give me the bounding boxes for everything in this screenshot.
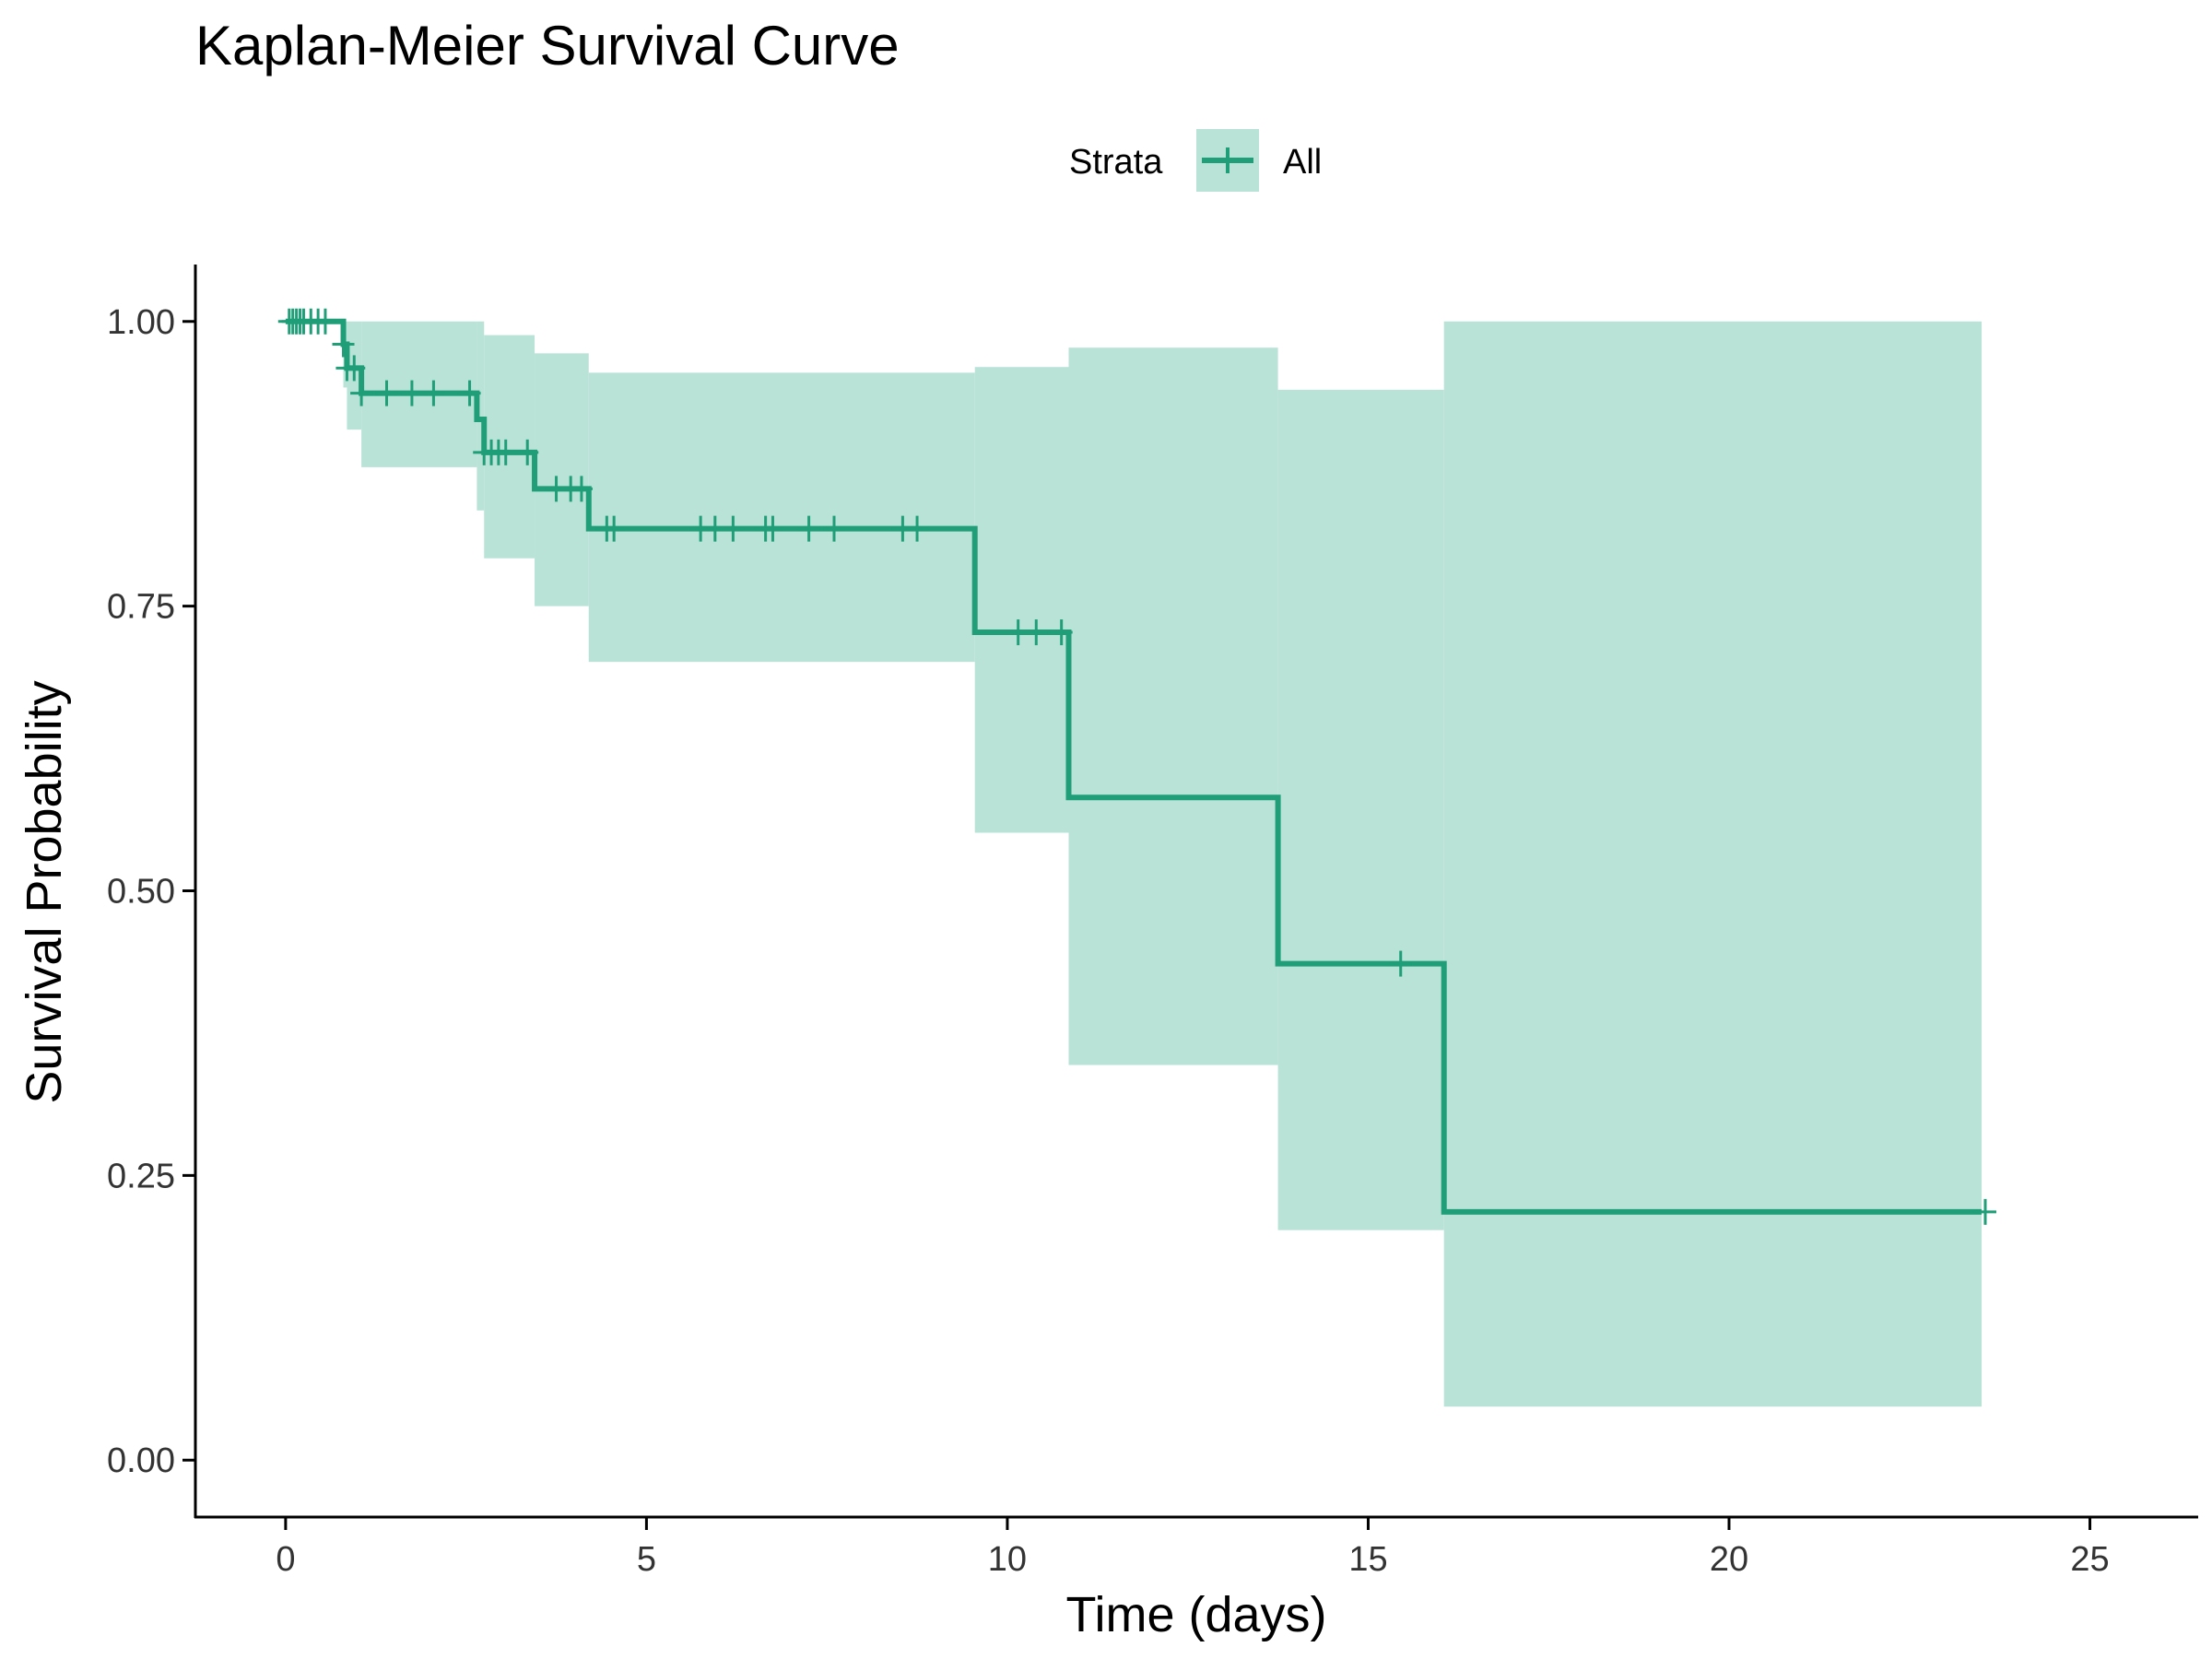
x-tick-label: 25 [2070, 1540, 2109, 1579]
confidence-band-segment [588, 372, 975, 663]
x-tick-label: 0 [276, 1540, 295, 1579]
censor-mark [400, 380, 423, 406]
censor-mark [797, 515, 820, 542]
censor-mark [823, 515, 846, 542]
x-axis: 0 5 10 15 20 25 [194, 1515, 2198, 1579]
confidence-band-segment [535, 353, 589, 606]
censor-mark [494, 439, 517, 465]
x-tick-label: 20 [1710, 1540, 1748, 1579]
confidence-band-segment [974, 367, 1069, 833]
censor-mark [1973, 1198, 1996, 1225]
censor-mark [722, 515, 745, 542]
x-tick-label: 15 [1348, 1540, 1387, 1579]
legend-title: Strata [1069, 143, 1163, 182]
x-tick-label: 10 [988, 1540, 1027, 1579]
confidence-band-segment [1443, 321, 1983, 1407]
confidence-band [343, 321, 1983, 1407]
censor-mark [422, 380, 445, 406]
censor-mark [458, 380, 481, 406]
legend: Strata All [1069, 129, 1322, 192]
x-axis-title: Time (days) [1065, 1587, 1326, 1642]
confidence-band-segment [477, 321, 485, 511]
censor-mark [603, 515, 626, 542]
censor-mark [350, 380, 373, 406]
censor-mark [1025, 619, 1048, 646]
censor-mark [375, 380, 398, 406]
confidence-band-segment [1068, 347, 1278, 1065]
censor-mark [570, 476, 593, 502]
censor-mark [1050, 619, 1073, 646]
censor-mark [343, 355, 366, 382]
y-tick-label: 0.00 [107, 1441, 175, 1480]
censor-mark [313, 308, 336, 335]
y-axis: 0.00 0.25 0.50 0.75 1.00 [107, 265, 197, 1518]
censor-mark [1389, 950, 1412, 977]
censor-mark [906, 515, 929, 542]
y-axis-title: Survival Probability [17, 680, 72, 1103]
confidence-band-segment [1277, 389, 1444, 1230]
censor-mark [332, 331, 355, 358]
x-axis-ticks: 0 5 10 15 20 25 [276, 1517, 2110, 1579]
y-tick-label: 1.00 [107, 303, 175, 342]
y-tick-label: 0.50 [107, 873, 175, 912]
y-tick-label: 0.75 [107, 588, 175, 627]
y-axis-ticks: 0.00 0.25 0.50 0.75 1.00 [107, 303, 195, 1480]
chart-title: Kaplan-Meier Survival Curve [195, 15, 900, 76]
censor-mark [761, 515, 784, 542]
y-tick-label: 0.25 [107, 1157, 175, 1195]
censor-mark [516, 439, 539, 465]
legend-label-all: All [1283, 143, 1322, 182]
x-tick-label: 5 [637, 1540, 656, 1579]
censor-marks [277, 308, 1996, 1225]
